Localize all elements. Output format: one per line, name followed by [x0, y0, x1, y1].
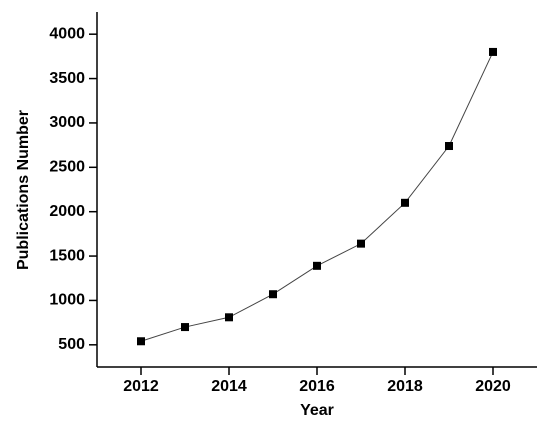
marker — [269, 290, 277, 299]
y-tick-label: 4000 — [49, 25, 85, 42]
x-tick-label: 2018 — [387, 378, 423, 395]
series-line — [140, 51, 494, 342]
marker — [445, 142, 453, 151]
x-tick-label: 2016 — [299, 378, 335, 395]
marker — [137, 337, 145, 346]
x-axis-label: Year — [300, 402, 334, 419]
marker — [489, 47, 497, 56]
y-tick-label: 3500 — [49, 70, 85, 87]
y-tick-label: 2000 — [49, 203, 85, 220]
y-axis-label: Publications Number — [15, 110, 32, 270]
y-tick-label: 2500 — [49, 159, 85, 176]
y-tick-label: 1000 — [49, 292, 85, 309]
y-tick-label: 3000 — [49, 114, 85, 131]
marker — [313, 261, 321, 270]
marker — [225, 313, 233, 322]
x-tick-label: 2012 — [123, 378, 159, 395]
marker — [357, 239, 365, 248]
x-tick-label: 2014 — [211, 378, 247, 395]
x-tick-label: 2020 — [475, 378, 511, 395]
marker — [181, 323, 189, 332]
y-tick-label: 1500 — [49, 247, 85, 264]
marker — [401, 198, 409, 207]
y-tick-label: 500 — [58, 336, 85, 353]
